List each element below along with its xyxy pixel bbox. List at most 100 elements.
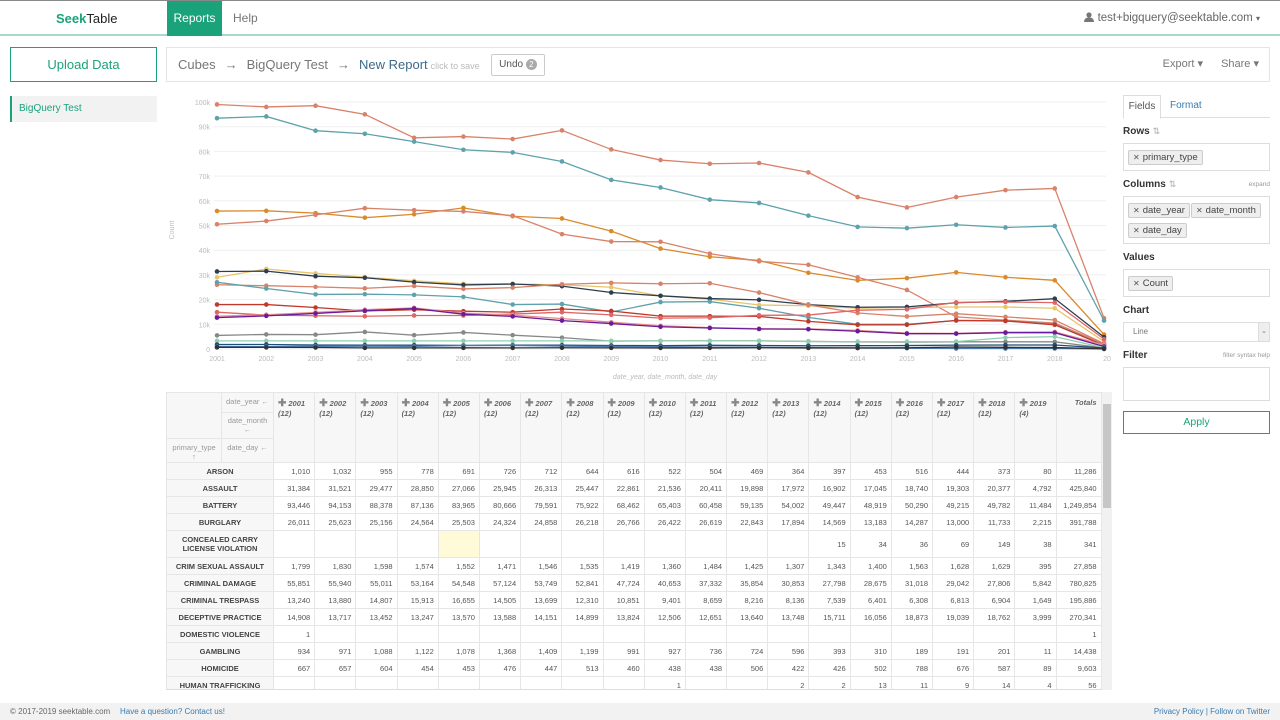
expand-plus-icon[interactable]: ✚ [401, 398, 410, 409]
nav-help[interactable]: Help [233, 11, 258, 25]
table-cell[interactable]: 88,378 [355, 496, 398, 514]
table-cell[interactable] [396, 625, 439, 643]
table-cell[interactable]: 460 [602, 659, 645, 677]
column-header-2011[interactable]: ✚ 2011 (12) [684, 392, 728, 463]
table-cell[interactable]: 26,422 [643, 513, 686, 531]
table-cell[interactable]: 1,563 [890, 557, 934, 575]
row-label[interactable]: HOMICIDE [166, 659, 274, 677]
expand-plus-icon[interactable]: ✚ [319, 398, 328, 409]
remove-icon[interactable]: ✕ [1195, 206, 1203, 215]
nav-reports[interactable]: Reports [167, 1, 222, 36]
table-cell[interactable] [396, 676, 439, 689]
row-total[interactable]: 56 [1055, 676, 1102, 689]
table-cell[interactable]: 26,766 [602, 513, 645, 531]
table-cell[interactable]: 1 [643, 676, 686, 689]
undo-button[interactable]: Undo 2 [491, 54, 545, 76]
table-cell[interactable]: 13,570 [437, 608, 480, 626]
column-header-2015[interactable]: ✚ 2015 (12) [849, 392, 892, 463]
table-cell[interactable] [561, 530, 604, 558]
table-cell[interactable]: 14,569 [808, 513, 851, 531]
table-cell[interactable]: 87,136 [396, 496, 439, 514]
table-cell[interactable]: 4,792 [1014, 479, 1057, 497]
table-cell[interactable]: 397 [808, 462, 851, 480]
table-cell[interactable]: 75,922 [561, 496, 604, 514]
row-total[interactable]: 391,788 [1055, 513, 1102, 531]
table-cell[interactable]: 24,564 [396, 513, 439, 531]
table-cell[interactable]: 676 [931, 659, 975, 677]
table-cell[interactable]: 13,699 [520, 591, 563, 609]
expand-plus-icon[interactable]: ✚ [442, 398, 452, 409]
table-cell[interactable]: 444 [931, 462, 975, 480]
remove-icon[interactable]: ✕ [1133, 153, 1140, 162]
expand-plus-icon[interactable]: ✚ [689, 398, 699, 409]
table-cell[interactable]: 1,574 [396, 557, 439, 575]
table-cell[interactable]: 11 [1014, 642, 1057, 660]
table-cell[interactable]: 1,010 [272, 462, 316, 480]
swap-icon[interactable]: ⇅ [1168, 179, 1177, 189]
table-cell[interactable]: 26,218 [561, 513, 604, 531]
table-cell[interactable] [314, 625, 357, 643]
table-cell[interactable]: 2,215 [1014, 513, 1057, 531]
table-cell[interactable]: 54,548 [437, 574, 480, 592]
column-header-2008[interactable]: ✚ 2008 (12) [561, 392, 604, 463]
row-label[interactable]: CRIMINAL DAMAGE [166, 574, 274, 592]
table-cell[interactable]: 1,535 [561, 557, 604, 575]
table-cell[interactable] [602, 530, 645, 558]
table-cell[interactable] [808, 625, 851, 643]
table-cell[interactable]: 1,400 [849, 557, 892, 575]
column-header-2013[interactable]: ✚ 2013 (12) [767, 392, 810, 463]
table-cell[interactable]: 47,724 [602, 574, 645, 592]
table-cell[interactable] [520, 530, 563, 558]
row-label[interactable]: ARSON [166, 462, 274, 480]
column-header-2007[interactable]: ✚ 2007 (12) [520, 392, 563, 463]
column-header-2005[interactable]: ✚ 2005 (12) [437, 392, 480, 463]
table-cell[interactable]: 13,452 [355, 608, 398, 626]
table-cell[interactable]: 18,873 [890, 608, 934, 626]
table-cell[interactable]: 438 [643, 659, 686, 677]
table-cell[interactable]: 5,842 [1014, 574, 1057, 592]
expand-plus-icon[interactable]: ✚ [483, 398, 493, 409]
filter-textarea[interactable] [1123, 367, 1270, 401]
table-scrollbar[interactable] [1102, 392, 1112, 690]
table-cell[interactable]: 6,813 [931, 591, 975, 609]
column-header-2001[interactable]: ✚ 2001 (12) [272, 392, 316, 463]
table-cell[interactable]: 20,377 [973, 479, 1016, 497]
table-cell[interactable]: 37,332 [684, 574, 728, 592]
date-day-label[interactable]: date_day ← [221, 438, 274, 463]
table-cell[interactable]: 55,011 [355, 574, 398, 592]
table-cell[interactable]: 24,324 [478, 513, 522, 531]
table-cell[interactable]: 310 [849, 642, 892, 660]
remove-icon[interactable]: ✕ [1133, 226, 1140, 235]
table-cell[interactable]: 454 [396, 659, 439, 677]
table-cell[interactable]: 522 [643, 462, 686, 480]
table-cell[interactable]: 52,841 [561, 574, 604, 592]
table-cell[interactable]: 1,629 [973, 557, 1016, 575]
table-cell[interactable]: 22,843 [726, 513, 769, 531]
column-header-2014[interactable]: ✚ 2014 (12) [808, 392, 851, 463]
table-cell[interactable]: 13,000 [931, 513, 975, 531]
columns-field-box[interactable]: ✕ date_year ✕ date_month✕ date_day [1123, 196, 1270, 244]
table-cell[interactable]: 18,762 [973, 608, 1016, 626]
table-cell[interactable]: 54,002 [767, 496, 810, 514]
table-cell[interactable]: 13,880 [314, 591, 357, 609]
table-cell[interactable]: 469 [726, 462, 769, 480]
swap-icon[interactable]: ⇅ [1152, 126, 1161, 136]
table-cell[interactable] [602, 676, 645, 689]
row-total[interactable]: 9,603 [1055, 659, 1102, 677]
table-cell[interactable]: 13 [849, 676, 892, 689]
table-cell[interactable]: 49,447 [808, 496, 851, 514]
expand-plus-icon[interactable]: ✚ [1019, 398, 1028, 409]
remove-icon[interactable]: ✕ [1133, 279, 1140, 288]
table-cell[interactable]: 12,506 [643, 608, 686, 626]
table-cell[interactable] [931, 625, 975, 643]
table-cell[interactable] [973, 625, 1016, 643]
table-cell[interactable]: 57,124 [478, 574, 522, 592]
field-chip-date-month[interactable]: ✕ date_month [1190, 203, 1261, 218]
table-cell[interactable]: 587 [973, 659, 1016, 677]
table-cell[interactable]: 16,056 [849, 608, 892, 626]
primary-type-label[interactable]: primary_type ↑ [166, 438, 222, 463]
table-cell[interactable]: 29,042 [931, 574, 975, 592]
table-cell[interactable]: 13,748 [767, 608, 810, 626]
table-cell[interactable]: 616 [602, 462, 645, 480]
table-cell[interactable]: 28,675 [849, 574, 892, 592]
